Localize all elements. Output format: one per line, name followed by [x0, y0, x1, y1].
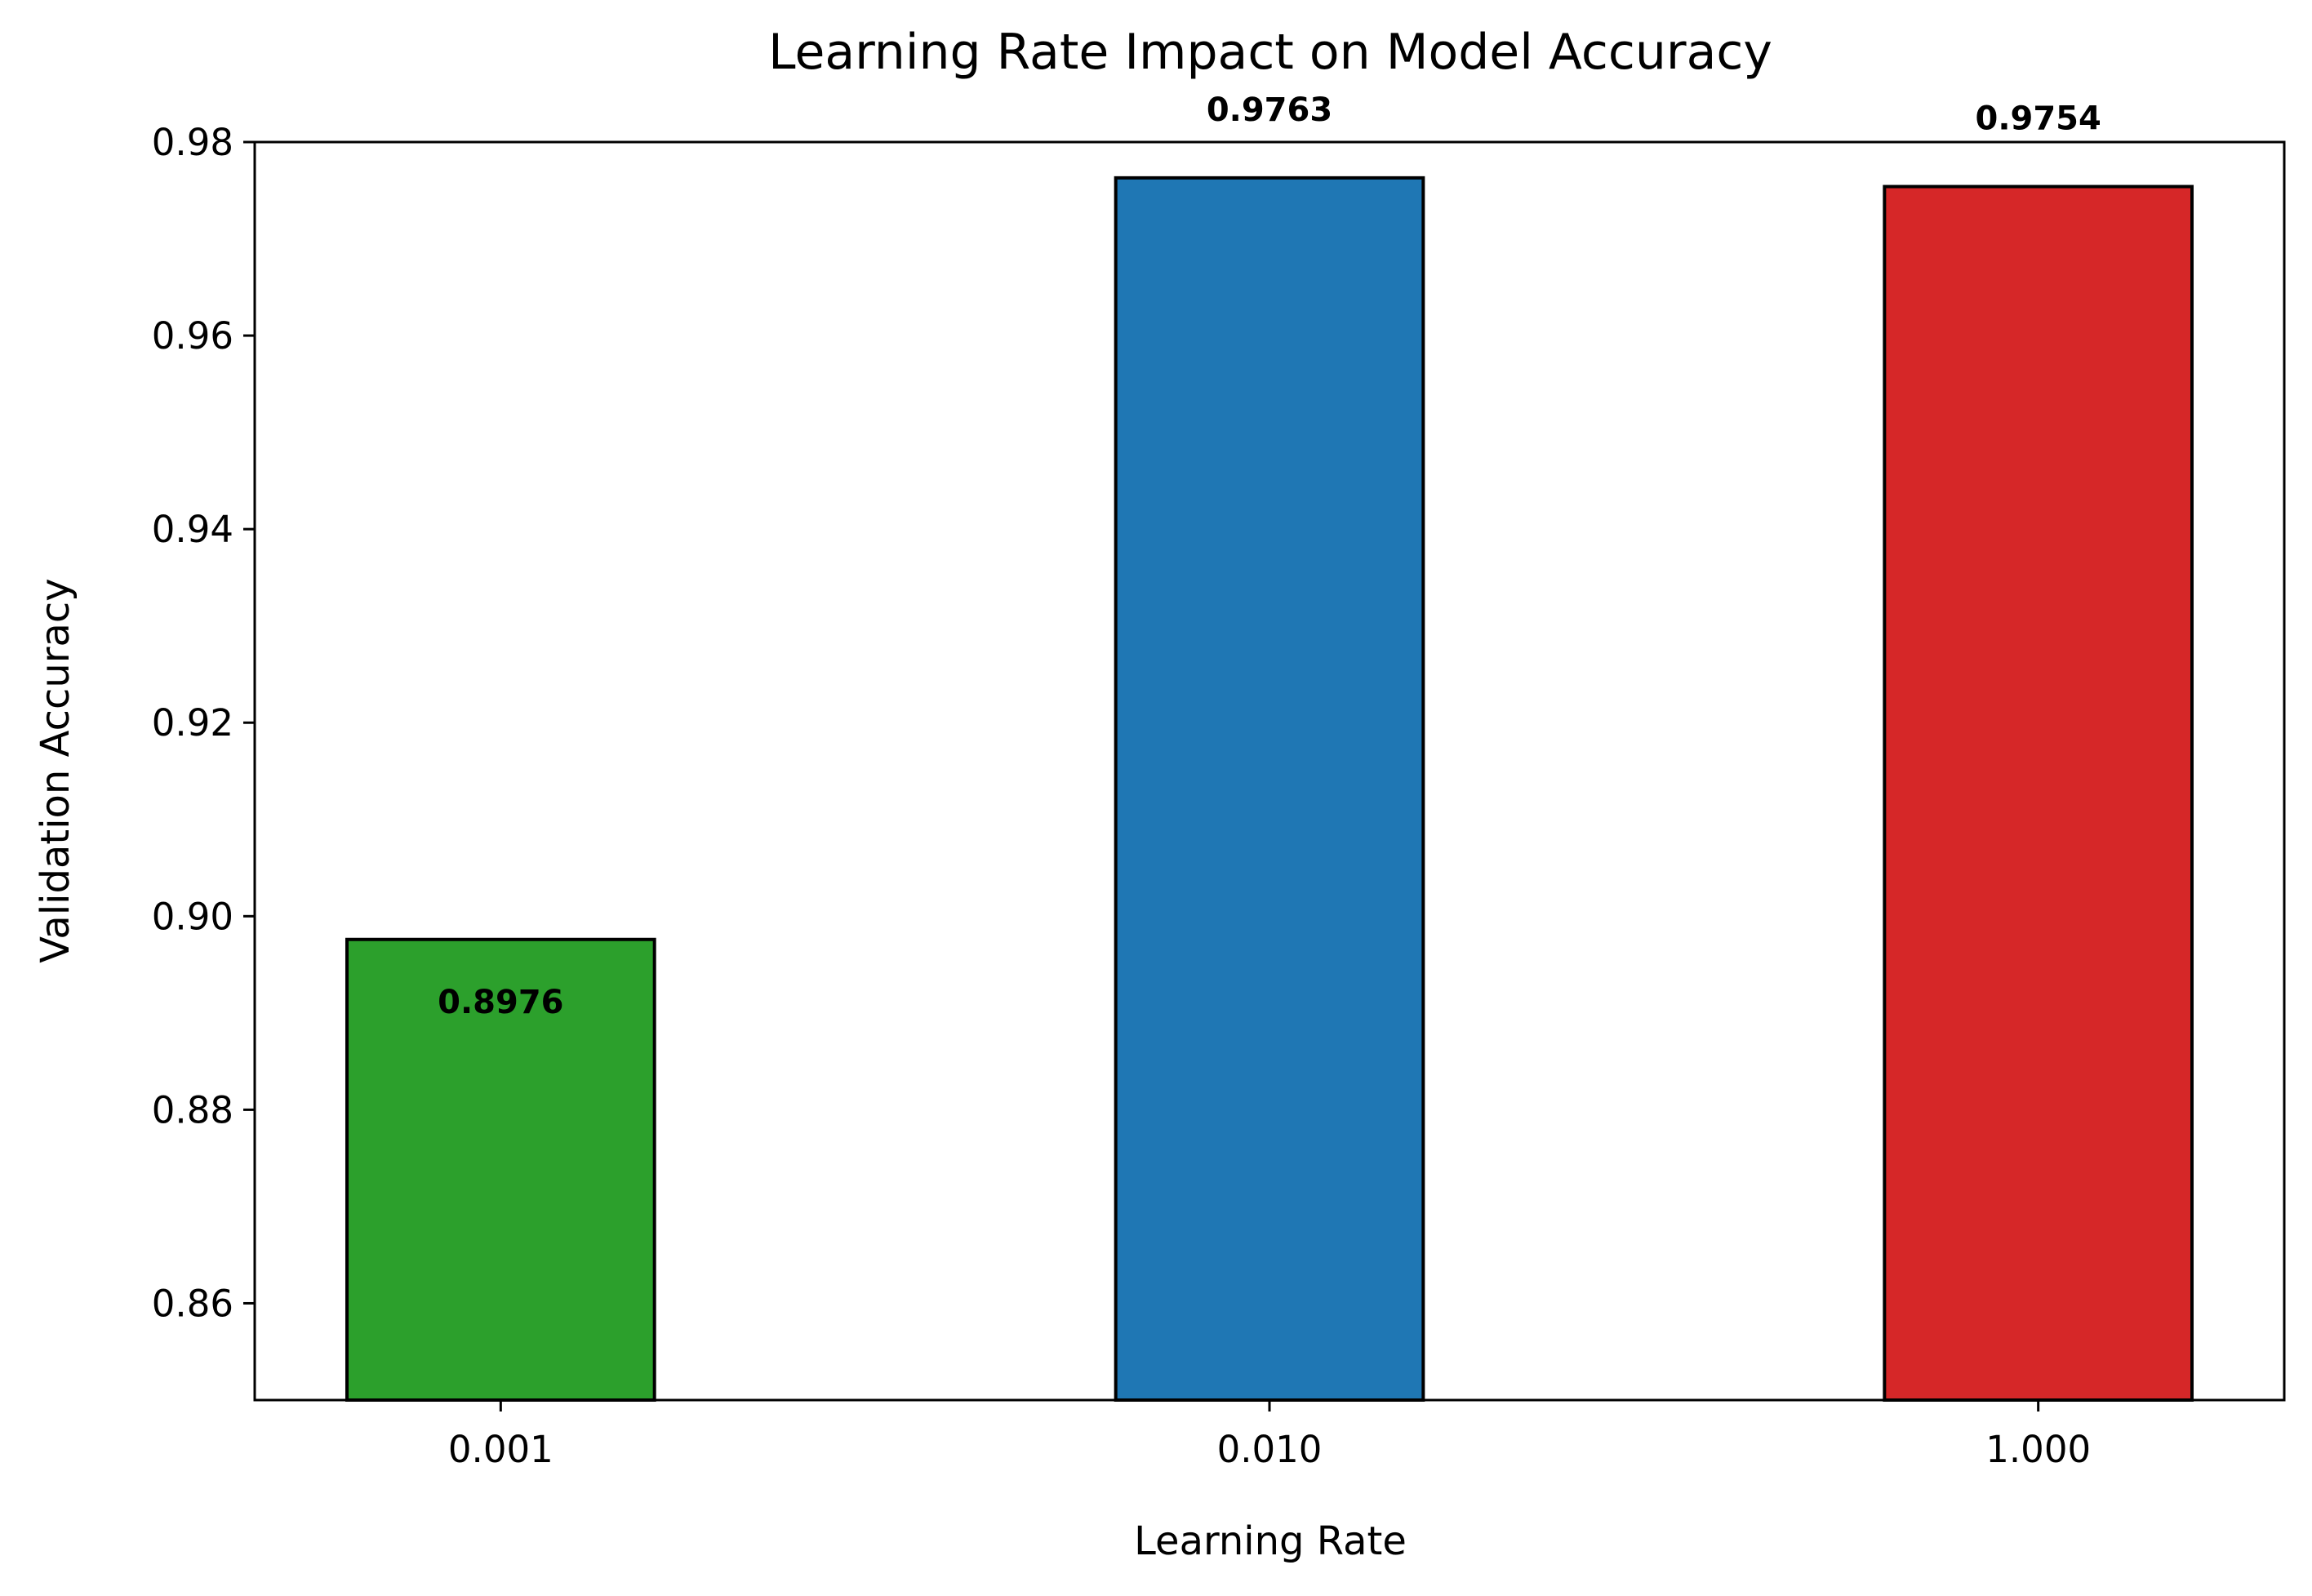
x-axis: 0.001 0.010 1.000	[448, 1400, 2091, 1471]
y-tick-label-0.94: 0.94	[152, 508, 233, 551]
y-tick-label-0.98: 0.98	[152, 121, 233, 164]
x-axis-label: Learning Rate	[1134, 1518, 1407, 1564]
y-tick-label-0.92: 0.92	[152, 701, 233, 745]
y-tick-label-0.96: 0.96	[152, 314, 233, 358]
x-tick-label-0.010: 0.010	[1217, 1428, 1323, 1471]
data-label-1.000: 0.9754	[1975, 100, 2101, 138]
y-axis-label: Validation Accuracy	[33, 578, 78, 962]
bars-layer	[345, 176, 2194, 1403]
data-label-0.001: 0.8976	[438, 984, 563, 1021]
bar-0.010	[1114, 176, 1425, 1403]
bar-1.000	[1883, 184, 2194, 1402]
data-labels-layer: 0.8976 0.9763 0.9754	[438, 91, 2101, 1021]
x-tick-label-0.001: 0.001	[448, 1428, 554, 1471]
y-tick-label-0.88: 0.88	[152, 1088, 233, 1131]
y-tick-label-0.90: 0.90	[152, 895, 233, 938]
data-label-0.010: 0.9763	[1207, 91, 1332, 129]
chart-title: Learning Rate Impact on Model Accuracy	[768, 24, 1772, 81]
bar-0.001	[345, 937, 656, 1402]
y-axis: 0.86 0.88 0.90 0.92 0.94 0.96 0.98	[152, 121, 255, 1325]
y-tick-label-0.86: 0.86	[152, 1282, 233, 1325]
x-tick-label-1.000: 1.000	[1985, 1428, 2091, 1471]
